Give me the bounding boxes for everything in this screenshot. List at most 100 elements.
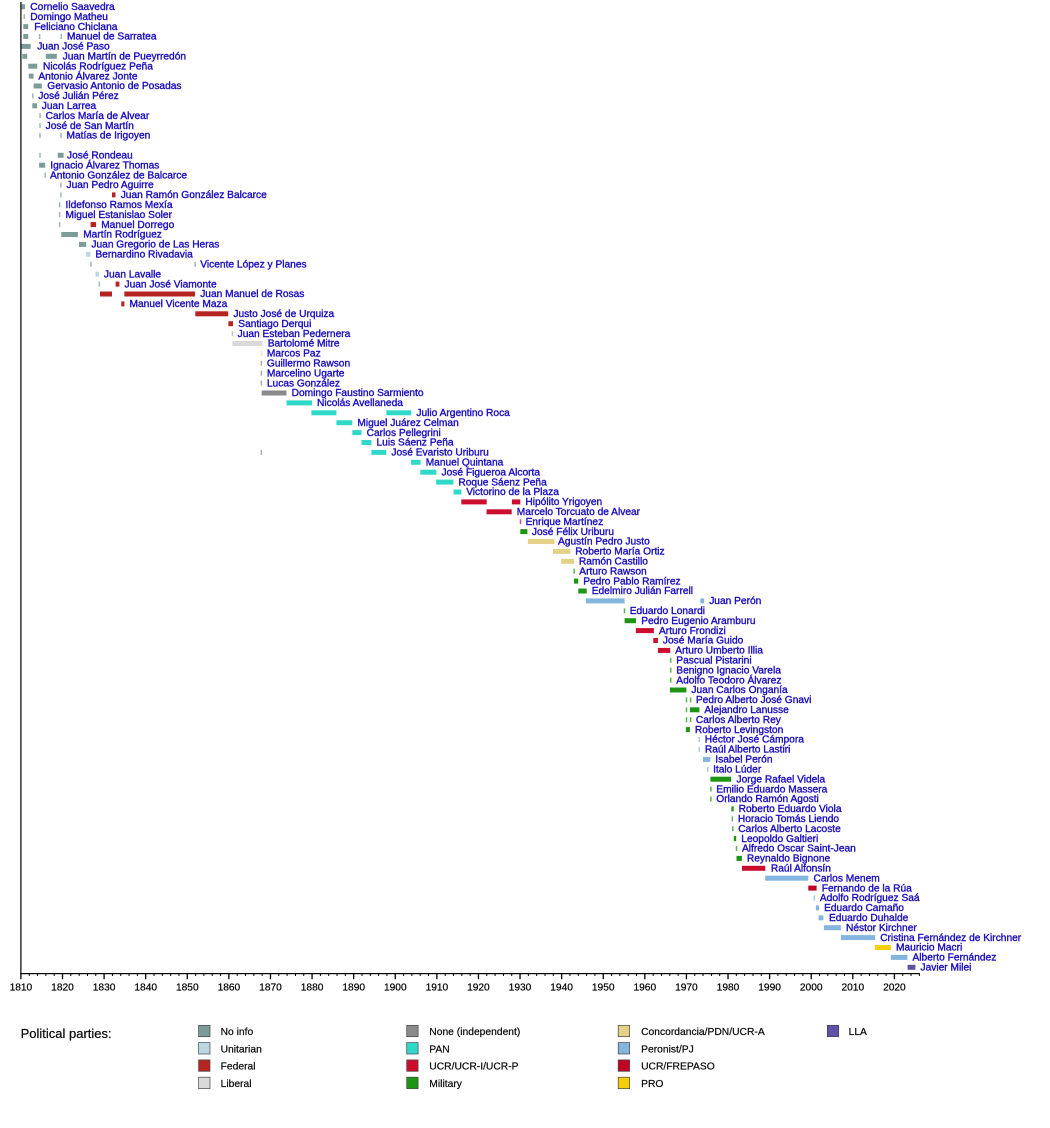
- svg-text:1810: 1810: [10, 983, 33, 994]
- svg-text:Raúl Alfonsín: Raúl Alfonsín: [771, 864, 831, 875]
- svg-text:LLA: LLA: [849, 1027, 867, 1038]
- svg-text:1980: 1980: [717, 983, 740, 994]
- svg-text:Juan Carlos Onganía: Juan Carlos Onganía: [691, 685, 788, 696]
- svg-text:Enrique Martínez: Enrique Martínez: [526, 517, 604, 528]
- svg-text:1820: 1820: [51, 983, 74, 994]
- svg-text:Cristina Fernández de Kirchner: Cristina Fernández de Kirchner: [880, 933, 1022, 944]
- svg-text:Hipólito Yrigoyen: Hipólito Yrigoyen: [525, 497, 602, 508]
- svg-text:Pedro Eugenio Aramburu: Pedro Eugenio Aramburu: [641, 616, 755, 627]
- svg-text:Miguel Juárez Celman: Miguel Juárez Celman: [357, 418, 458, 429]
- svg-text:Isabel Perón: Isabel Perón: [715, 755, 772, 766]
- svg-text:Juan Perón: Juan Perón: [709, 596, 761, 607]
- svg-text:Feliciano Chiclana: Feliciano Chiclana: [34, 22, 118, 33]
- svg-text:Juan Ramón González Balcarce: Juan Ramón González Balcarce: [121, 190, 267, 201]
- svg-text:Adolfo Teodoro Álvarez: Adolfo Teodoro Álvarez: [676, 673, 781, 686]
- svg-text:Antonio González de Balcarce: Antonio González de Balcarce: [50, 170, 187, 181]
- svg-text:Mauricio Macri: Mauricio Macri: [896, 943, 962, 954]
- svg-text:Gervasio Antonio de Posadas: Gervasio Antonio de Posadas: [47, 81, 181, 92]
- svg-text:Benigno Ignacio Varela: Benigno Ignacio Varela: [676, 665, 781, 676]
- svg-text:Guillermo Rawson: Guillermo Rawson: [267, 359, 350, 370]
- svg-text:Domingo Faustino Sarmiento: Domingo Faustino Sarmiento: [292, 388, 424, 399]
- svg-text:Political parties:: Political parties:: [21, 1026, 112, 1041]
- svg-text:Alfredo Oscar Saint-Jean: Alfredo Oscar Saint-Jean: [742, 844, 856, 855]
- svg-text:1960: 1960: [633, 983, 656, 994]
- svg-text:Horacio Tomás Liendo: Horacio Tomás Liendo: [738, 814, 840, 825]
- svg-text:Roque Sáenz Peña: Roque Sáenz Peña: [458, 477, 547, 488]
- svg-text:PAN: PAN: [429, 1044, 449, 1055]
- svg-text:Manuel Vicente Maza: Manuel Vicente Maza: [130, 299, 228, 310]
- svg-text:Justo José de Urquiza: Justo José de Urquiza: [233, 309, 334, 320]
- svg-text:Lucas González: Lucas González: [267, 378, 340, 389]
- svg-text:Arturo Umberto Illia: Arturo Umberto Illia: [675, 646, 763, 657]
- svg-text:Cornelio Saavedra: Cornelio Saavedra: [30, 2, 115, 13]
- svg-text:1990: 1990: [758, 983, 781, 994]
- svg-text:Marcelino Ugarte: Marcelino Ugarte: [267, 368, 345, 379]
- svg-text:1860: 1860: [218, 983, 241, 994]
- svg-text:1970: 1970: [675, 983, 698, 994]
- svg-text:Javier Milei: Javier Milei: [921, 963, 972, 974]
- svg-text:Raúl Alberto Lastiri: Raúl Alberto Lastiri: [705, 745, 791, 756]
- svg-text:Jorge Rafael Videla: Jorge Rafael Videla: [737, 774, 826, 785]
- svg-text:Juan Martín de Pueyrredón: Juan Martín de Pueyrredón: [63, 52, 186, 63]
- svg-text:Italo Lúder: Italo Lúder: [713, 765, 762, 776]
- svg-text:Roberto Levingston: Roberto Levingston: [695, 725, 783, 736]
- svg-text:1940: 1940: [550, 983, 573, 994]
- svg-text:José Julián Pérez: José Julián Pérez: [38, 91, 118, 102]
- svg-text:Luis Sáenz Peña: Luis Sáenz Peña: [377, 438, 454, 449]
- svg-text:Pascual Pistarini: Pascual Pistarini: [676, 656, 751, 667]
- svg-text:Pedro Alberto José Gnavi: Pedro Alberto José Gnavi: [696, 695, 812, 706]
- svg-text:Pedro Pablo Ramírez: Pedro Pablo Ramírez: [583, 576, 680, 587]
- svg-text:Santiago Derqui: Santiago Derqui: [238, 319, 311, 330]
- svg-text:1900: 1900: [384, 983, 407, 994]
- svg-text:Ramón Castillo: Ramón Castillo: [579, 557, 648, 568]
- svg-text:Eduardo Duhalde: Eduardo Duhalde: [829, 913, 909, 924]
- svg-text:Juan José Paso: Juan José Paso: [37, 42, 110, 53]
- svg-text:Ildefonso Ramos Mexía: Ildefonso Ramos Mexía: [66, 200, 173, 211]
- svg-text:José Félix Uriburu: José Félix Uriburu: [532, 527, 614, 538]
- svg-text:1830: 1830: [93, 983, 116, 994]
- svg-text:2010: 2010: [841, 983, 864, 994]
- svg-text:Bartolomé Mitre: Bartolomé Mitre: [268, 339, 340, 350]
- svg-text:Military: Military: [429, 1079, 462, 1090]
- svg-text:Juan Esteban Pedernera: Juan Esteban Pedernera: [238, 329, 351, 340]
- svg-text:Nicolás Rodríguez Peña: Nicolás Rodríguez Peña: [43, 61, 153, 72]
- svg-text:Concordancia/PDN/UCR-A: Concordancia/PDN/UCR-A: [641, 1027, 765, 1038]
- svg-text:Bernardino Rivadavia: Bernardino Rivadavia: [95, 250, 193, 261]
- svg-text:Carlos Alberto Rey: Carlos Alberto Rey: [696, 715, 782, 726]
- svg-text:2020: 2020: [883, 983, 906, 994]
- svg-text:Vicente López y Planes: Vicente López y Planes: [200, 260, 306, 271]
- svg-text:No info: No info: [221, 1027, 254, 1038]
- svg-text:Carlos Pellegrini: Carlos Pellegrini: [367, 428, 441, 439]
- svg-text:UCR/UCR-I/UCR-P: UCR/UCR-I/UCR-P: [429, 1062, 518, 1073]
- svg-text:Marcelo Torcuato de Alvear: Marcelo Torcuato de Alvear: [517, 507, 641, 518]
- svg-text:UCR/FREPASO: UCR/FREPASO: [641, 1062, 715, 1073]
- svg-text:Manuel Dorrego: Manuel Dorrego: [101, 220, 174, 231]
- svg-text:Juan José Viamonte: Juan José Viamonte: [125, 279, 217, 290]
- svg-text:Ignacio Álvarez Thomas: Ignacio Álvarez Thomas: [50, 158, 159, 171]
- svg-text:Emilio Eduardo Massera: Emilio Eduardo Massera: [716, 784, 827, 795]
- svg-text:José Figueroa Alcorta: José Figueroa Alcorta: [442, 467, 541, 478]
- svg-text:Roberto María Ortiz: Roberto María Ortiz: [575, 547, 664, 558]
- svg-text:Néstor Kirchner: Néstor Kirchner: [846, 923, 917, 934]
- svg-text:1840: 1840: [134, 983, 157, 994]
- svg-text:Héctor José Cámpora: Héctor José Cámpora: [705, 735, 804, 746]
- svg-text:Antonio Álvarez Jonte: Antonio Álvarez Jonte: [38, 69, 137, 82]
- svg-text:Alejandro Lanusse: Alejandro Lanusse: [704, 705, 789, 716]
- svg-text:Martín Rodríguez: Martín Rodríguez: [83, 230, 162, 241]
- svg-text:Liberal: Liberal: [221, 1079, 252, 1090]
- svg-text:Nicolás Avellaneda: Nicolás Avellaneda: [317, 398, 403, 409]
- svg-text:Agustín Pedro Justo: Agustín Pedro Justo: [558, 537, 650, 548]
- svg-text:Eduardo Lonardi: Eduardo Lonardi: [630, 606, 705, 617]
- svg-text:Manuel de Sarratea: Manuel de Sarratea: [67, 32, 157, 43]
- svg-text:Arturo Frondizi: Arturo Frondizi: [659, 626, 726, 637]
- svg-text:Juan Pedro Aguirre: Juan Pedro Aguirre: [67, 180, 155, 191]
- svg-text:José Rondeau: José Rondeau: [67, 151, 133, 162]
- svg-text:Victorino de la Plaza: Victorino de la Plaza: [466, 487, 559, 498]
- svg-text:1880: 1880: [301, 983, 324, 994]
- svg-text:2000: 2000: [800, 983, 823, 994]
- svg-text:Carlos Alberto Lacoste: Carlos Alberto Lacoste: [738, 824, 841, 835]
- svg-text:Domingo Matheu: Domingo Matheu: [30, 12, 108, 23]
- svg-text:1850: 1850: [176, 983, 199, 994]
- svg-text:Edelmiro Julián Farrell: Edelmiro Julián Farrell: [592, 586, 693, 597]
- svg-text:Juan Lavalle: Juan Lavalle: [104, 269, 162, 280]
